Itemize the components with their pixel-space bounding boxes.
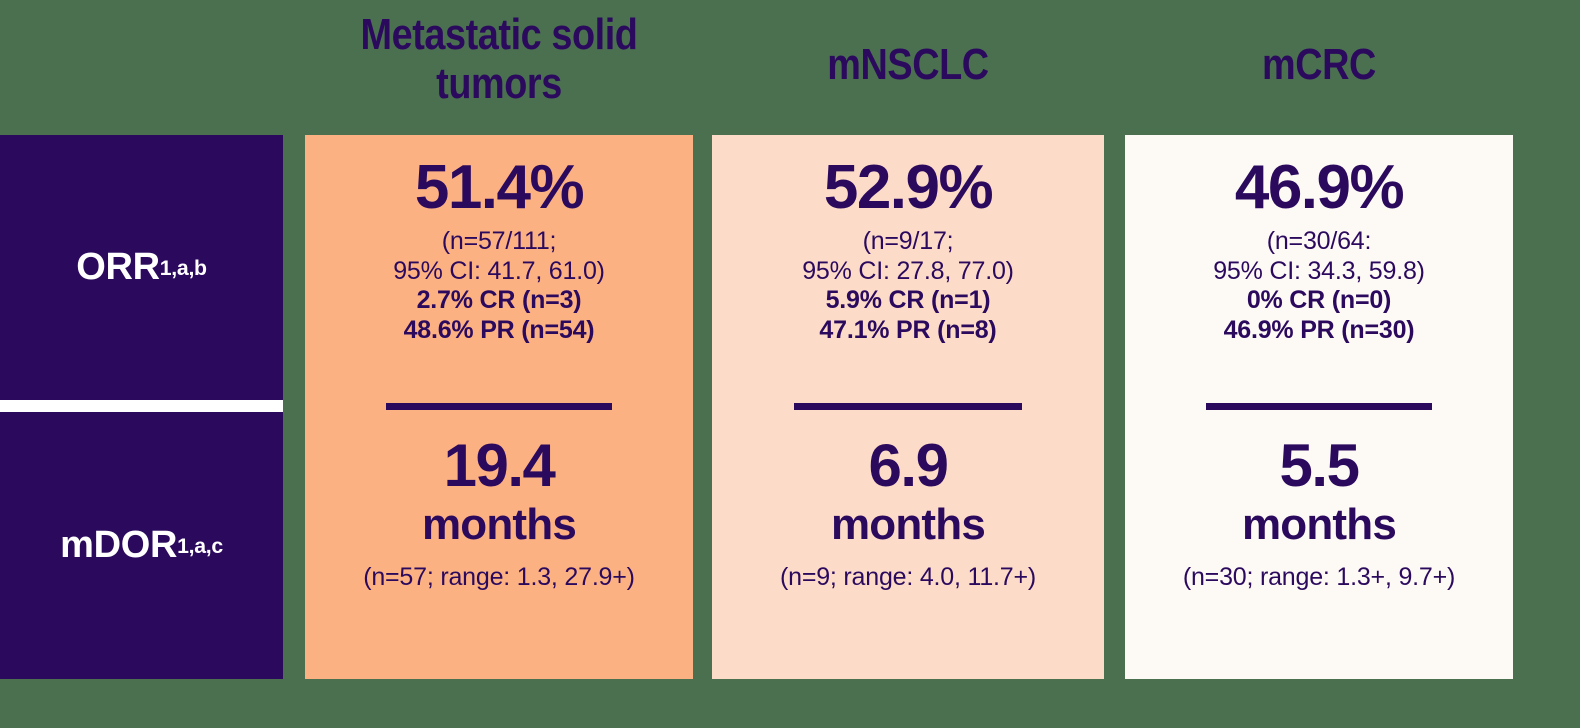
panel-divider-rule bbox=[794, 403, 1022, 410]
orr-pr-line: 46.9% PR (n=30) bbox=[1223, 315, 1415, 344]
orr-cr-line: 2.7% CR (n=3) bbox=[416, 286, 582, 314]
orr-cr-line: 0% CR (n=0) bbox=[1246, 286, 1392, 314]
orr-pr-line: 47.1% PR (n=8) bbox=[819, 315, 997, 344]
mdor-unit: months bbox=[421, 500, 577, 550]
orr-pr-line: 48.6% PR (n=54) bbox=[403, 315, 595, 344]
data-panel-metastatic-solid-tumors: 51.4% (n=57/111; 95% CI: 41.7, 61.0) 2.7… bbox=[305, 135, 693, 679]
panel-divider-rule bbox=[386, 403, 612, 410]
data-panel-mcrc: 46.9% (n=30/64: 95% CI: 34.3, 59.8) 0% C… bbox=[1125, 135, 1513, 679]
mdor-value: 5.5 bbox=[1279, 432, 1360, 499]
orr-ci-line: 95% CI: 27.8, 77.0) bbox=[802, 256, 1014, 285]
mdor-cell-metastatic-solid-tumors: 19.4 months (n=57; range: 1.3, 27.9+) bbox=[305, 432, 693, 592]
mdor-unit: months bbox=[830, 500, 986, 550]
orr-ci-line: 95% CI: 34.3, 59.8) bbox=[1213, 256, 1425, 285]
mdor-cell-mnsclc: 6.9 months (n=9; range: 4.0, 11.7+) bbox=[712, 432, 1104, 592]
column-header-mnsclc: mNSCLC bbox=[827, 40, 989, 89]
mdor-value: 19.4 bbox=[443, 432, 556, 499]
orr-ci-line: 95% CI: 41.7, 61.0) bbox=[393, 256, 605, 285]
orr-n-line: (n=30/64: bbox=[1266, 227, 1372, 255]
orr-n-line: (n=57/111; bbox=[441, 227, 557, 255]
orr-value: 52.9% bbox=[823, 153, 994, 222]
orr-cr-line: 5.9% CR (n=1) bbox=[825, 286, 991, 314]
metric-label-column: ORR 1,a,b mDOR 1,a,c bbox=[0, 135, 283, 679]
mdor-value: 6.9 bbox=[868, 432, 949, 499]
mdor-unit: months bbox=[1241, 500, 1397, 550]
data-panel-mnsclc: 52.9% (n=9/17; 95% CI: 27.8, 77.0) 5.9% … bbox=[712, 135, 1104, 679]
label-column-divider bbox=[0, 400, 283, 412]
orr-cell-metastatic-solid-tumors: 51.4% (n=57/111; 95% CI: 41.7, 61.0) 2.7… bbox=[305, 157, 693, 345]
orr-value: 51.4% bbox=[414, 153, 585, 222]
mdor-range-line: (n=30; range: 1.3+, 9.7+) bbox=[1182, 563, 1456, 592]
mdor-range-line: (n=57; range: 1.3, 27.9+) bbox=[363, 563, 635, 592]
orr-cell-mnsclc: 52.9% (n=9/17; 95% CI: 27.8, 77.0) 5.9% … bbox=[712, 157, 1104, 345]
metric-label-orr-text: ORR bbox=[76, 246, 160, 288]
metric-label-mdor-text: mDOR bbox=[60, 524, 178, 566]
orr-cell-mcrc: 46.9% (n=30/64: 95% CI: 34.3, 59.8) 0% C… bbox=[1125, 157, 1513, 345]
metric-label-mdor: mDOR 1,a,c bbox=[60, 524, 223, 566]
mdor-cell-mcrc: 5.5 months (n=30; range: 1.3+, 9.7+) bbox=[1125, 432, 1513, 592]
orr-value: 46.9% bbox=[1234, 153, 1405, 222]
orr-n-line: (n=9/17; bbox=[862, 227, 954, 255]
panel-divider-rule bbox=[1206, 403, 1432, 410]
column-header-metastatic-solid-tumors: Metastatic solid tumors bbox=[360, 10, 638, 109]
mdor-range-line: (n=9; range: 4.0, 11.7+) bbox=[779, 563, 1037, 592]
metric-label-orr: ORR 1,a,b bbox=[76, 246, 207, 288]
column-header-mcrc: mCRC bbox=[1262, 40, 1376, 89]
